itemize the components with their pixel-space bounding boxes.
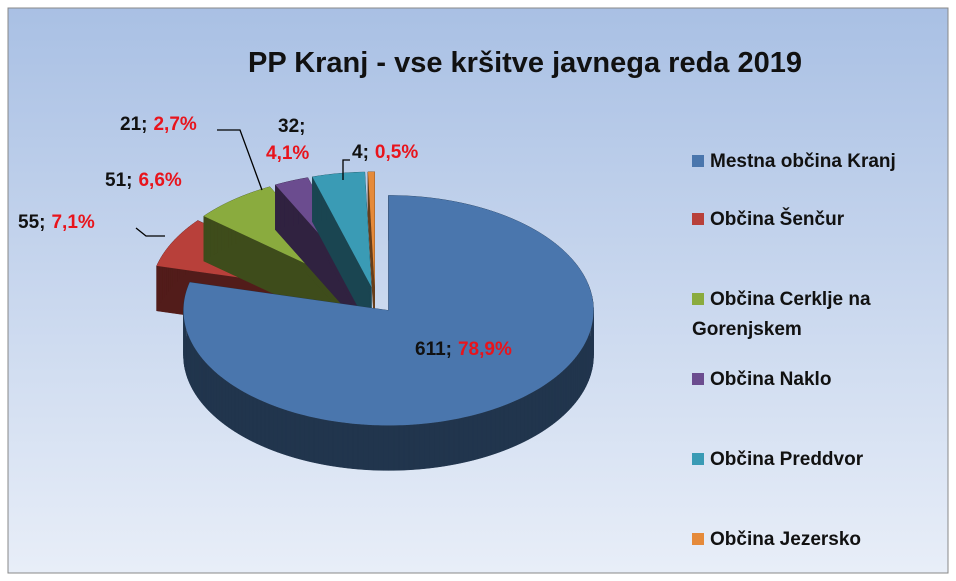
- legend-entry: Občina Šenčur: [692, 205, 942, 235]
- legend-label: Občina Cerklje na Gorenjskem: [692, 289, 871, 340]
- legend-swatch: [692, 155, 704, 167]
- data-label-value: 21: [120, 114, 142, 135]
- legend-swatch: [692, 293, 704, 305]
- data-label: 55; 7,1%: [18, 212, 95, 233]
- legend-label: Občina Šenčur: [710, 209, 845, 230]
- data-label: 21; 2,7%: [120, 114, 197, 135]
- data-label: 51; 6,6%: [105, 170, 182, 191]
- data-label-separator: ;: [39, 212, 45, 233]
- slice-side: [275, 177, 368, 334]
- data-label-value: 55: [18, 212, 40, 233]
- legend-entry: Občina Cerklje na Gorenjskem: [692, 285, 942, 345]
- legend-swatch: [692, 533, 704, 545]
- data-label-value: 4: [352, 142, 363, 163]
- legend-entry: Mestna občina Kranj: [692, 147, 942, 177]
- slice: [367, 171, 375, 287]
- data-label-percent: 78,9%: [458, 339, 512, 360]
- data-label-percent: 2,7%: [153, 114, 196, 135]
- legend-entry: Občina Naklo: [692, 365, 942, 395]
- legend-entry: Občina Jezersko: [692, 525, 942, 555]
- data-label-percent: 4,1%: [266, 143, 309, 164]
- data-label-separator: ;: [299, 116, 305, 137]
- data-label-separator: ;: [446, 339, 452, 360]
- data-label: 611; 78,9%: [415, 339, 512, 360]
- slice: [183, 195, 594, 426]
- legend-label: Občina Naklo: [710, 369, 832, 390]
- data-label: 4; 0,5%: [352, 142, 418, 163]
- legend-swatch: [692, 373, 704, 385]
- data-label-value: 611: [415, 339, 446, 360]
- data-label-separator: ;: [363, 142, 369, 163]
- leader-line: [342, 159, 350, 180]
- legend-label: Občina Jezersko: [710, 529, 862, 550]
- leader-line: [217, 129, 263, 191]
- data-label-percent: 6,6%: [138, 170, 181, 191]
- chart-title: PP Kranj - vse kršitve javnega reda 2019: [248, 47, 802, 79]
- legend-entry: Občina Preddvor: [692, 445, 942, 475]
- legend-swatch: [692, 213, 704, 225]
- legend-swatch: [692, 453, 704, 465]
- slice: [312, 172, 372, 287]
- data-label-value: 32: [278, 116, 299, 137]
- data-label-percent: 0,5%: [375, 142, 418, 163]
- legend-label: Občina Preddvor: [710, 449, 864, 470]
- data-label-percent: 7,1%: [51, 212, 94, 233]
- data-label-separator: ;: [141, 114, 147, 135]
- data-label-separator: ;: [126, 170, 132, 191]
- legend-label: Mestna občina Kranj: [710, 151, 896, 172]
- leader-line: [135, 227, 165, 237]
- data-label-value: 51: [105, 170, 127, 191]
- data-label: 32; 4,1%: [266, 116, 309, 164]
